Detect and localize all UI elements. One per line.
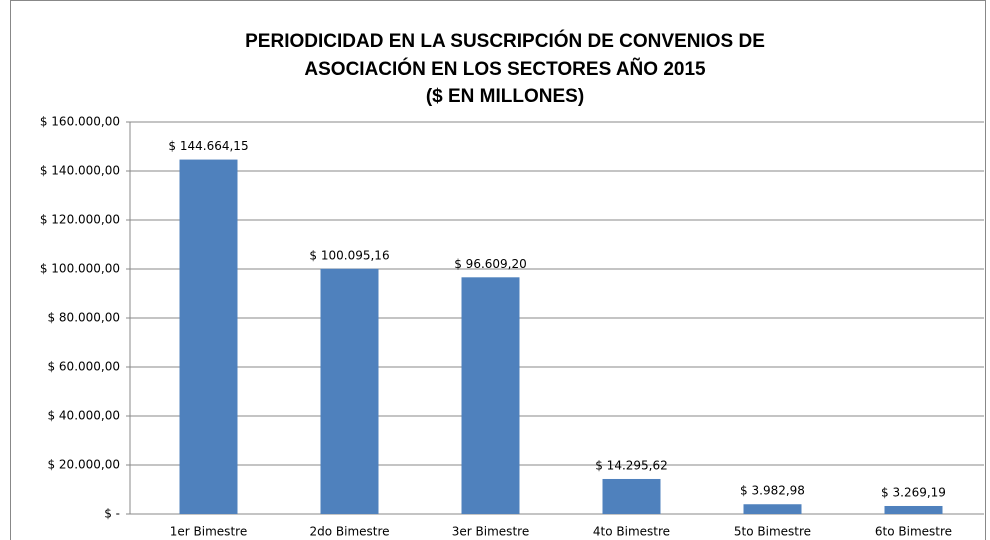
x-tick-label: 5to Bimestre (734, 525, 811, 539)
x-tick-label: 4to Bimestre (593, 525, 670, 539)
bar (884, 505, 943, 514)
y-tick-label: $ - (104, 507, 120, 521)
bar (320, 268, 379, 514)
chart-title: ($ EN MILLONES) (426, 86, 584, 107)
bar (602, 478, 661, 514)
data-label: $ 96.609,20 (454, 257, 527, 271)
y-tick-label: $ 160.000,00 (40, 115, 120, 129)
y-tick-label: $ 40.000,00 (47, 409, 120, 423)
y-tick-label: $ 80.000,00 (47, 311, 120, 325)
x-tick-label: 3er Bimestre (452, 525, 529, 539)
chart-title: PERIODICIDAD EN LA SUSCRIPCIÓN DE CONVEN… (245, 30, 765, 52)
data-label: $ 100.095,16 (309, 248, 389, 262)
y-tick-label: $ 60.000,00 (47, 360, 120, 374)
y-tick-label: $ 140.000,00 (40, 164, 120, 178)
chart-title: ASOCIACIÓN EN LOS SECTORES AÑO 2015 (304, 58, 706, 80)
bar (179, 159, 238, 515)
y-tick-label: $ 20.000,00 (47, 458, 120, 472)
bar (743, 504, 802, 514)
x-tick-label: 2do Bimestre (309, 525, 389, 539)
data-label: $ 3.269,19 (881, 485, 946, 499)
data-label: $ 144.664,15 (168, 139, 248, 153)
data-label: $ 3.982,98 (740, 484, 805, 498)
y-tick-label: $ 120.000,00 (40, 213, 120, 227)
x-tick-label: 6to Bimestre (875, 525, 952, 539)
x-tick-label: 1er Bimestre (170, 525, 247, 539)
data-label: $ 14.295,62 (595, 458, 668, 472)
bar (461, 277, 520, 514)
y-tick-label: $ 100.000,00 (40, 262, 120, 276)
